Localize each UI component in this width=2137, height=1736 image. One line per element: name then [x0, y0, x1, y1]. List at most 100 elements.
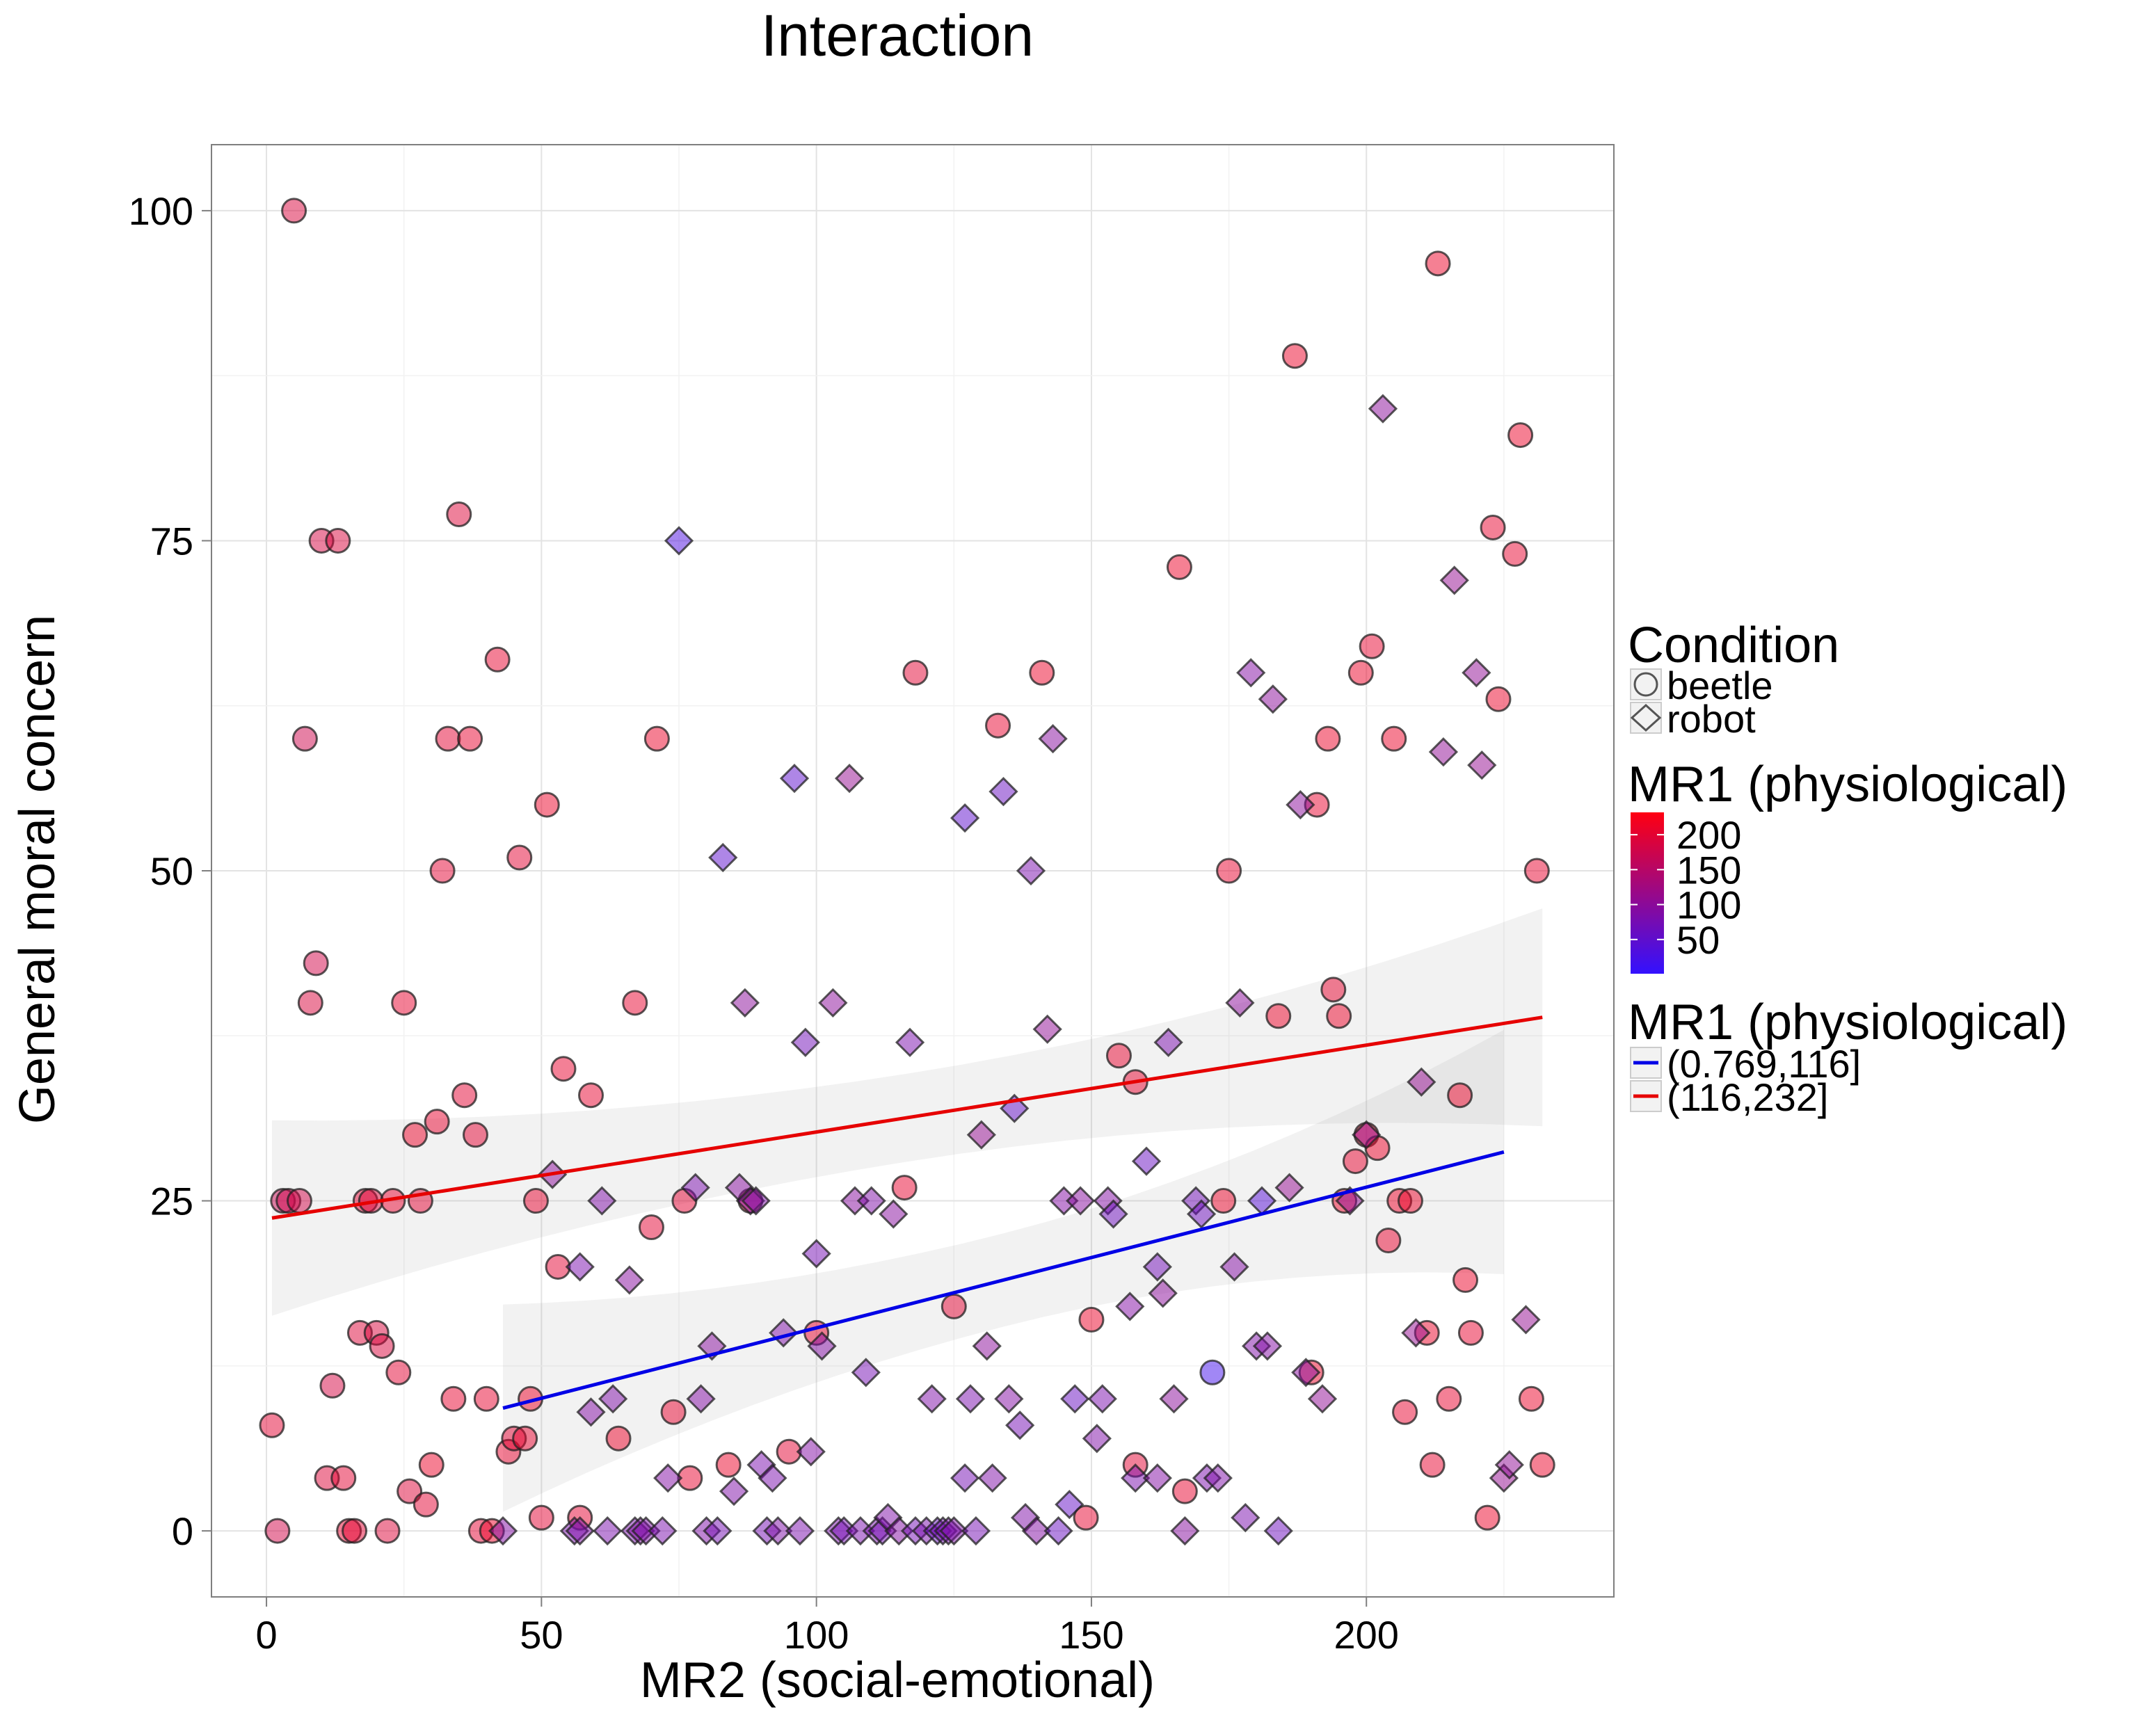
beetle-point — [457, 725, 483, 752]
beetle-point — [1529, 1452, 1555, 1478]
legend-lines-title: MR1 (physiological) — [1628, 995, 2067, 1050]
legend-label-high-group: (116,232] — [1667, 1075, 1828, 1119]
robot-point — [565, 1516, 595, 1546]
beetle-point — [1078, 1306, 1105, 1333]
robot-point — [1407, 1067, 1436, 1097]
beetle-point — [385, 1359, 412, 1385]
beetle-point — [1265, 1003, 1292, 1029]
beetle-point — [1199, 1359, 1226, 1385]
robot-point — [851, 1358, 881, 1388]
trend-lines — [271, 1015, 1543, 1410]
legend-key-low-group — [1630, 1047, 1662, 1079]
robot-point — [587, 1186, 617, 1216]
beetle-point — [303, 950, 329, 976]
beetle-point — [522, 1188, 549, 1214]
y-tick-label: 0 — [172, 1509, 193, 1553]
robot-point — [593, 1516, 623, 1546]
beetle-point — [446, 501, 472, 527]
beetle-point — [342, 1518, 368, 1544]
beetle-point — [891, 1175, 918, 1201]
legend-shape-title: Condition — [1628, 618, 1839, 673]
beetle-point — [985, 712, 1011, 739]
robot-point — [653, 1463, 683, 1493]
robot-point — [1286, 789, 1315, 820]
circle-icon — [1633, 672, 1658, 697]
x-tick-label: 0 — [255, 1613, 277, 1657]
beetle-point — [462, 1122, 488, 1148]
legend-label-beetle: beetle — [1667, 664, 1773, 707]
beetle-point — [1436, 1385, 1462, 1412]
beetle-point — [941, 1293, 967, 1319]
robot-point — [1368, 394, 1398, 424]
robot-point — [488, 1516, 518, 1546]
robot-point — [1005, 1410, 1035, 1440]
beetle-point — [1216, 858, 1242, 884]
beetle-point — [424, 1109, 450, 1135]
robot-point — [955, 1384, 986, 1414]
colorbar — [1631, 812, 1664, 974]
beetle-point — [1320, 976, 1347, 1003]
beetle-point — [1518, 1385, 1544, 1412]
beetle-point — [1381, 725, 1407, 752]
robot-point — [879, 1199, 909, 1229]
colorbar-tick-label: 100 — [1676, 883, 1741, 927]
beetle-point — [429, 858, 456, 884]
beetle-point — [643, 725, 670, 752]
beetle-point — [1347, 659, 1374, 686]
beetle-point — [369, 1333, 395, 1359]
robot-point — [1142, 1252, 1172, 1282]
beetle-point — [1507, 422, 1534, 449]
diamond-icon — [1630, 703, 1662, 732]
beetle-point — [418, 1452, 445, 1478]
robot-point — [1291, 1358, 1321, 1388]
robot-point — [994, 1384, 1024, 1414]
robot-point — [680, 1173, 710, 1203]
robot-point — [834, 764, 865, 794]
beetle-point — [534, 791, 560, 818]
robot-point — [950, 803, 980, 833]
beetle-point — [325, 527, 351, 554]
beetle-point — [1105, 1043, 1132, 1069]
robot-point — [1274, 1173, 1304, 1203]
robot-point — [614, 1265, 644, 1295]
robot-point — [1203, 1463, 1233, 1493]
beetle-point — [1359, 633, 1385, 659]
robot-point — [1000, 1093, 1030, 1123]
x-tick-label: 200 — [1334, 1613, 1399, 1657]
robot-point — [796, 1437, 826, 1467]
robot-point — [1258, 684, 1288, 714]
robot-point — [1236, 658, 1266, 688]
y-tick-label: 100 — [129, 189, 193, 233]
robot-point — [807, 1331, 837, 1361]
data-points — [259, 198, 1555, 1546]
robot-point — [708, 842, 738, 873]
chart-title: Interaction — [761, 3, 1034, 68]
robot-point — [1038, 724, 1068, 754]
beetle-point — [715, 1452, 742, 1478]
beetle-point — [550, 1056, 577, 1082]
legend-color-title: MR1 (physiological) — [1628, 757, 2067, 812]
robot-point — [1032, 1014, 1062, 1044]
robot-point — [989, 776, 1018, 807]
x-tick-label: 50 — [520, 1613, 563, 1657]
robot-point — [719, 1477, 749, 1506]
beetle-point — [1457, 1319, 1484, 1346]
beetle-point — [1029, 659, 1055, 686]
beetle-point — [1375, 1227, 1402, 1253]
robot-point — [1115, 1292, 1145, 1321]
trend-line — [271, 1015, 1543, 1220]
robot-point — [779, 764, 810, 794]
beetle-point — [1326, 1003, 1352, 1029]
robot-point — [598, 1384, 628, 1414]
beetle-point — [512, 1425, 538, 1452]
beetle-point — [1281, 343, 1308, 369]
beetle-point — [1474, 1504, 1500, 1531]
y-tick-label: 75 — [150, 519, 193, 563]
robot-point — [1428, 737, 1459, 767]
robot-point — [939, 1516, 969, 1546]
robot-point — [977, 1463, 1007, 1493]
beetle-point — [1392, 1399, 1418, 1425]
beetle-point — [1166, 554, 1192, 580]
robot-point — [697, 1331, 727, 1361]
